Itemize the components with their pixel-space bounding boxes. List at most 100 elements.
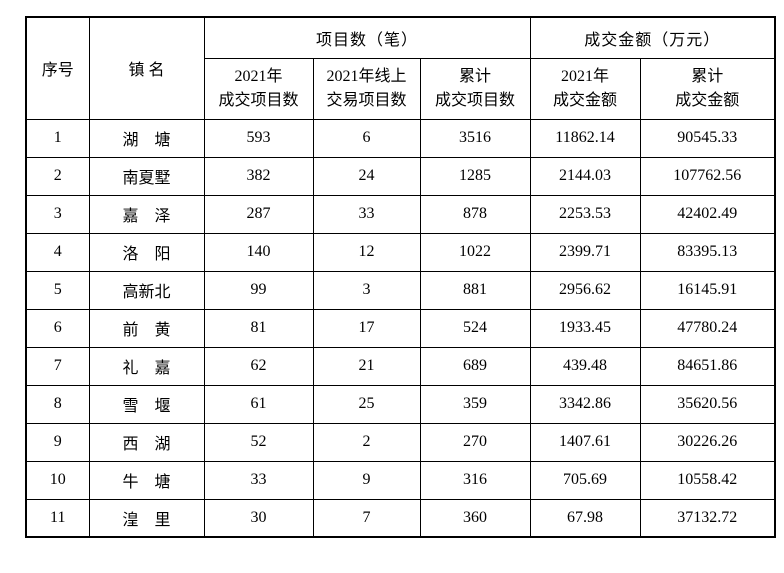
cell-serial: 2 bbox=[25, 156, 90, 196]
cell-amount-2021: 11862.14 bbox=[529, 118, 641, 158]
cell-town: 高新北 bbox=[88, 270, 205, 310]
cell-projects-2021: 81 bbox=[203, 308, 314, 348]
cell-projects-2021: 593 bbox=[203, 118, 314, 158]
cell-projects-2021: 33 bbox=[203, 460, 314, 500]
col-header-serial: 序号 bbox=[25, 16, 90, 120]
cell-amount-2021: 2144.03 bbox=[529, 156, 641, 196]
cell-projects-online-2021: 7 bbox=[312, 498, 421, 538]
table-row: 2 南夏墅 382 24 1285 2144.03 107762.56 bbox=[25, 156, 776, 196]
cell-projects-online-2021: 2 bbox=[312, 422, 421, 462]
cell-amount-2021: 3342.86 bbox=[529, 384, 641, 424]
cell-projects-online-2021: 6 bbox=[312, 118, 421, 158]
cell-town: 洛 阳 bbox=[88, 232, 205, 272]
col-header-projects-online-2021: 2021年线上 交易项目数 bbox=[312, 57, 421, 120]
cell-town: 湟 里 bbox=[88, 498, 205, 538]
cell-serial: 7 bbox=[25, 346, 90, 386]
cell-amount-total: 90545.33 bbox=[639, 118, 776, 158]
table-header: 序号 镇 名 项目数（笔） 成交金额（万元） 2021年 成交项目数 2021年… bbox=[25, 16, 776, 120]
cell-town: 南夏墅 bbox=[88, 156, 205, 196]
cell-amount-2021: 2956.62 bbox=[529, 270, 641, 310]
cell-projects-total: 689 bbox=[419, 346, 531, 386]
table-row: 1 湖 塘 593 6 3516 11862.14 90545.33 bbox=[25, 118, 776, 158]
cell-projects-2021: 52 bbox=[203, 422, 314, 462]
table-row: 4 洛 阳 140 12 1022 2399.71 83395.13 bbox=[25, 232, 776, 272]
col-header-amount-total: 累计 成交金额 bbox=[639, 57, 776, 120]
cell-serial: 4 bbox=[25, 232, 90, 272]
cell-amount-2021: 2253.53 bbox=[529, 194, 641, 234]
cell-serial: 6 bbox=[25, 308, 90, 348]
cell-serial: 5 bbox=[25, 270, 90, 310]
cell-serial: 11 bbox=[25, 498, 90, 538]
cell-projects-online-2021: 21 bbox=[312, 346, 421, 386]
table-row: 9 西 湖 52 2 270 1407.61 30226.26 bbox=[25, 422, 776, 462]
cell-amount-total: 30226.26 bbox=[639, 422, 776, 462]
cell-amount-total: 107762.56 bbox=[639, 156, 776, 196]
cell-projects-online-2021: 3 bbox=[312, 270, 421, 310]
col-header-projects-total: 累计 成交项目数 bbox=[419, 57, 531, 120]
table-row: 10 牛 塘 33 9 316 705.69 10558.42 bbox=[25, 460, 776, 500]
cell-amount-2021: 705.69 bbox=[529, 460, 641, 500]
cell-projects-total: 360 bbox=[419, 498, 531, 538]
cell-town: 雪 堰 bbox=[88, 384, 205, 424]
table-row: 11 湟 里 30 7 360 67.98 37132.72 bbox=[25, 498, 776, 538]
cell-amount-total: 42402.49 bbox=[639, 194, 776, 234]
cell-projects-total: 3516 bbox=[419, 118, 531, 158]
cell-projects-total: 1022 bbox=[419, 232, 531, 272]
cell-amount-2021: 2399.71 bbox=[529, 232, 641, 272]
cell-projects-online-2021: 17 bbox=[312, 308, 421, 348]
cell-projects-total: 1285 bbox=[419, 156, 531, 196]
col-group-amount: 成交金额（万元） bbox=[529, 16, 776, 59]
cell-projects-online-2021: 25 bbox=[312, 384, 421, 424]
cell-projects-online-2021: 9 bbox=[312, 460, 421, 500]
cell-projects-total: 316 bbox=[419, 460, 531, 500]
cell-amount-total: 37132.72 bbox=[639, 498, 776, 538]
cell-town: 牛 塘 bbox=[88, 460, 205, 500]
cell-projects-total: 881 bbox=[419, 270, 531, 310]
cell-serial: 9 bbox=[25, 422, 90, 462]
cell-projects-online-2021: 12 bbox=[312, 232, 421, 272]
cell-projects-2021: 382 bbox=[203, 156, 314, 196]
cell-projects-2021: 30 bbox=[203, 498, 314, 538]
cell-town: 前 黄 bbox=[88, 308, 205, 348]
table-row: 6 前 黄 81 17 524 1933.45 47780.24 bbox=[25, 308, 776, 348]
cell-projects-online-2021: 33 bbox=[312, 194, 421, 234]
cell-projects-total: 359 bbox=[419, 384, 531, 424]
cell-amount-total: 35620.56 bbox=[639, 384, 776, 424]
cell-amount-total: 16145.91 bbox=[639, 270, 776, 310]
col-group-projects: 项目数（笔） bbox=[203, 16, 531, 59]
cell-amount-total: 47780.24 bbox=[639, 308, 776, 348]
col-header-projects-2021: 2021年 成交项目数 bbox=[203, 57, 314, 120]
cell-amount-2021: 67.98 bbox=[529, 498, 641, 538]
cell-amount-2021: 1933.45 bbox=[529, 308, 641, 348]
cell-projects-total: 878 bbox=[419, 194, 531, 234]
cell-projects-2021: 140 bbox=[203, 232, 314, 272]
cell-serial: 1 bbox=[25, 118, 90, 158]
table-body: 1 湖 塘 593 6 3516 11862.14 90545.33 2 南夏墅… bbox=[25, 118, 776, 538]
cell-projects-2021: 62 bbox=[203, 346, 314, 386]
table-row: 8 雪 堰 61 25 359 3342.86 35620.56 bbox=[25, 384, 776, 424]
cell-amount-total: 83395.13 bbox=[639, 232, 776, 272]
cell-projects-total: 524 bbox=[419, 308, 531, 348]
table-row: 5 高新北 99 3 881 2956.62 16145.91 bbox=[25, 270, 776, 310]
cell-amount-2021: 439.48 bbox=[529, 346, 641, 386]
table-row: 3 嘉 泽 287 33 878 2253.53 42402.49 bbox=[25, 194, 776, 234]
cell-amount-total: 84651.86 bbox=[639, 346, 776, 386]
cell-projects-2021: 287 bbox=[203, 194, 314, 234]
town-transactions-table: 序号 镇 名 项目数（笔） 成交金额（万元） 2021年 成交项目数 2021年… bbox=[25, 16, 776, 538]
table-row: 7 礼 嘉 62 21 689 439.48 84651.86 bbox=[25, 346, 776, 386]
cell-projects-total: 270 bbox=[419, 422, 531, 462]
cell-projects-2021: 99 bbox=[203, 270, 314, 310]
cell-serial: 10 bbox=[25, 460, 90, 500]
cell-projects-online-2021: 24 bbox=[312, 156, 421, 196]
cell-amount-2021: 1407.61 bbox=[529, 422, 641, 462]
cell-projects-2021: 61 bbox=[203, 384, 314, 424]
cell-town: 礼 嘉 bbox=[88, 346, 205, 386]
cell-serial: 8 bbox=[25, 384, 90, 424]
cell-serial: 3 bbox=[25, 194, 90, 234]
cell-town: 嘉 泽 bbox=[88, 194, 205, 234]
col-header-town: 镇 名 bbox=[88, 16, 205, 120]
cell-town: 湖 塘 bbox=[88, 118, 205, 158]
cell-town: 西 湖 bbox=[88, 422, 205, 462]
cell-amount-total: 10558.42 bbox=[639, 460, 776, 500]
col-header-amount-2021: 2021年 成交金额 bbox=[529, 57, 641, 120]
